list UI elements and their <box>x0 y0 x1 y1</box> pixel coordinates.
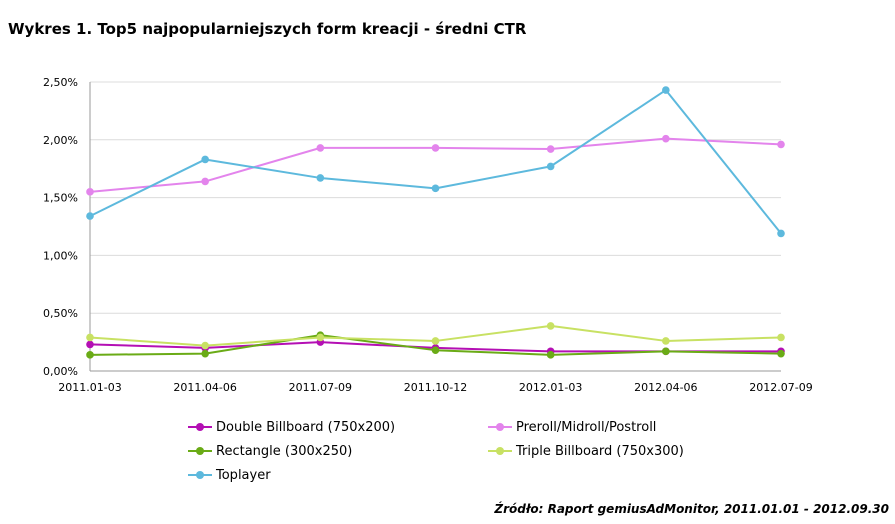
y-tick-label: 0,00% <box>43 365 78 378</box>
source-note: Źródło: Raport gemiusAdMonitor, 2011.01.… <box>494 502 889 516</box>
x-tick-label: 2011.01-03 <box>58 381 121 394</box>
legend-marker <box>188 446 212 456</box>
legend-label: Triple Billboard (750x300) <box>516 443 684 459</box>
series-5 <box>86 86 785 238</box>
data-point <box>86 212 94 220</box>
data-point <box>777 229 785 238</box>
data-point <box>662 337 670 345</box>
data-point <box>201 349 209 358</box>
series-2 <box>86 134 785 196</box>
data-point <box>431 337 440 345</box>
data-point <box>201 341 209 350</box>
y-tick-label: 0,50% <box>43 307 78 320</box>
data-point <box>777 349 785 358</box>
data-point <box>201 177 209 186</box>
legend-marker <box>188 422 212 432</box>
axes <box>89 82 781 372</box>
legend: Double Billboard (750x200) Preroll/Midrol… <box>188 418 748 484</box>
data-point <box>777 140 785 149</box>
x-tick-label: 2012.01-03 <box>519 381 582 394</box>
legend-marker <box>488 422 512 432</box>
data-point <box>546 145 555 153</box>
data-point <box>86 340 94 349</box>
x-tick-label: 2011.10-12 <box>404 381 467 394</box>
line-chart: 0,00% 0,50% 1,00% 1,50% 2,00% 2,50% 2011.01-0… <box>43 76 813 394</box>
data-point <box>662 134 670 143</box>
y-tick-label: 2,00% <box>43 134 78 147</box>
data-point <box>86 333 94 342</box>
data-point <box>431 144 440 152</box>
gridlines <box>90 81 781 314</box>
legend-item: Triple Billboard (750x300) <box>488 442 748 460</box>
data-point <box>546 162 555 171</box>
y-tick-label: 2,50% <box>43 76 78 89</box>
data-point <box>86 188 94 196</box>
legend-item: Preroll/Midroll/Postroll <box>488 418 748 436</box>
y-tick-label: 1,50% <box>43 192 78 205</box>
data-point <box>546 322 555 330</box>
legend-item: Toplayer <box>188 466 488 484</box>
legend-label: Preroll/Midroll/Postroll <box>516 419 657 435</box>
x-tick-label: 2011.07-09 <box>289 381 352 394</box>
data-point <box>777 333 785 342</box>
data-point <box>662 86 670 94</box>
x-tick-labels: 2011.01-03 2011.04-06 2011.07-09 2011.10-12… <box>58 381 812 394</box>
data-point <box>316 333 325 342</box>
legend-label: Rectangle (300x250) <box>216 443 353 459</box>
data-point <box>662 347 670 356</box>
legend-marker <box>188 470 212 480</box>
y-tick-label: 1,00% <box>43 249 78 262</box>
series-4 <box>86 322 785 350</box>
series-line <box>89 89 782 235</box>
y-tick-labels: 0,00% 0,50% 1,00% 1,50% 2,00% 2,50% <box>43 76 78 378</box>
series-3 <box>86 331 785 359</box>
legend-label: Toplayer <box>216 467 271 483</box>
x-tick-label: 2011.04-06 <box>173 381 236 394</box>
data-point <box>431 346 440 354</box>
series-lines <box>86 86 785 359</box>
chart-title: Wykres 1. Top5 najpopularniejszych form … <box>8 20 527 38</box>
data-point <box>201 155 209 164</box>
data-point <box>86 351 94 359</box>
x-tick-label: 2012.04-06 <box>634 381 697 394</box>
data-point <box>316 144 325 152</box>
data-point <box>431 184 440 193</box>
legend-item: Rectangle (300x250) <box>188 442 488 460</box>
legend-item: Double Billboard (750x200) <box>188 418 488 436</box>
x-tick-label: 2012.07-09 <box>749 381 812 394</box>
legend-label: Double Billboard (750x200) <box>216 419 396 435</box>
data-point <box>316 174 325 182</box>
legend-marker <box>488 446 512 456</box>
data-point <box>546 351 555 359</box>
